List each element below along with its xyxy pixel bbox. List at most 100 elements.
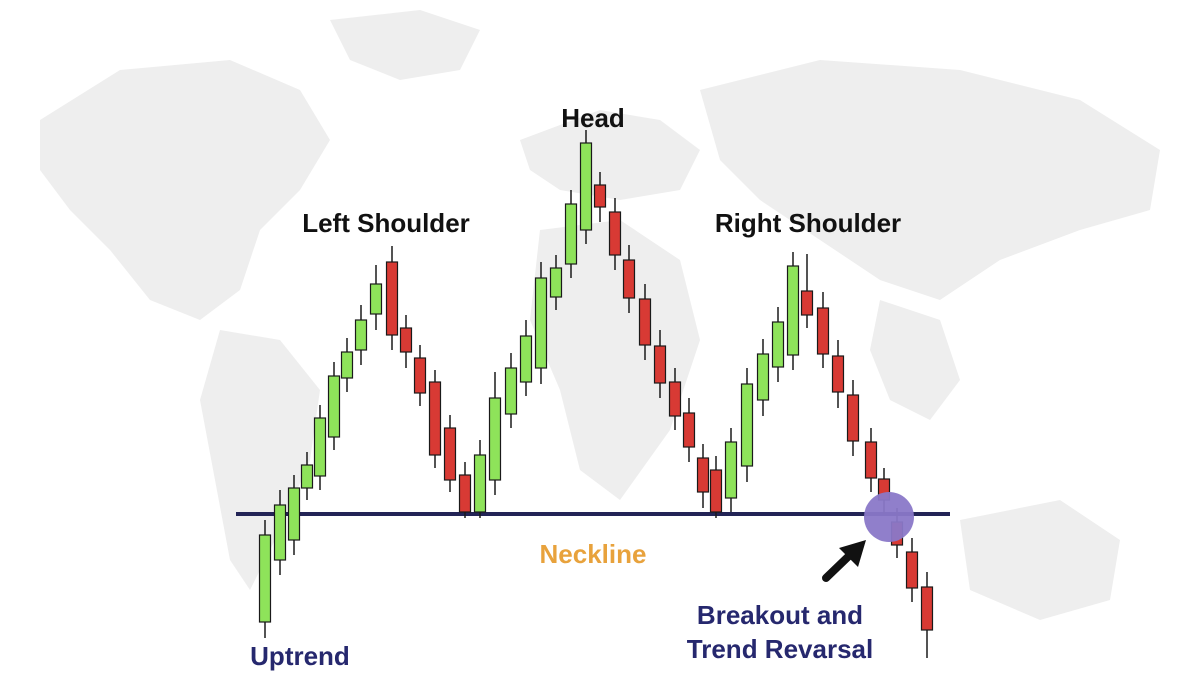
head-label: Head	[561, 103, 625, 133]
candles-group	[258, 130, 934, 658]
candle-body	[428, 381, 442, 456]
candle-body	[724, 441, 738, 499]
candle-body	[488, 397, 502, 481]
bullish-candle	[771, 307, 785, 382]
candle-body	[593, 184, 607, 208]
bullish-candle	[740, 368, 754, 482]
bearish-candle	[920, 572, 934, 658]
candle-body	[771, 321, 785, 368]
candle-body	[258, 534, 272, 623]
candle-body	[273, 504, 287, 561]
candle-body	[354, 319, 368, 351]
candle-body	[549, 267, 563, 298]
bearish-candle	[653, 330, 667, 398]
breakout-marker	[864, 492, 914, 542]
candle-body	[816, 307, 830, 355]
bearish-candle	[864, 428, 878, 492]
candle-body	[313, 417, 327, 477]
bullish-candle	[287, 475, 301, 555]
breakout-label-line1: Breakout and	[697, 600, 863, 630]
candle-body	[786, 265, 800, 356]
uptrend-label: Uptrend	[250, 641, 350, 671]
bullish-candle	[473, 440, 487, 518]
bearish-candle	[638, 284, 652, 360]
candle-body	[696, 457, 710, 493]
world-map-background	[40, 10, 1160, 620]
candle-body	[327, 375, 341, 438]
candle-body	[519, 335, 533, 383]
bullish-candle	[519, 320, 533, 396]
candle-body	[385, 261, 399, 336]
bullish-candle	[534, 262, 548, 384]
right-shoulder-label: Right Shoulder	[715, 208, 901, 238]
bearish-candle	[399, 315, 413, 368]
bullish-candle	[549, 255, 563, 310]
bearish-candle	[385, 246, 399, 350]
bearish-candle	[668, 368, 682, 430]
bullish-candle	[488, 372, 502, 495]
candle-body	[740, 383, 754, 467]
candle-body	[653, 345, 667, 384]
breakout-label-line2: Trend Revarsal	[687, 634, 873, 664]
bullish-candle	[340, 338, 354, 392]
candle-body	[399, 327, 413, 353]
bearish-candle	[428, 370, 442, 468]
bearish-candle	[413, 345, 427, 406]
bullish-candle	[579, 130, 593, 244]
candle-body	[287, 487, 301, 541]
bullish-candle	[258, 520, 272, 638]
candle-body	[608, 211, 622, 256]
candle-body	[638, 298, 652, 346]
bearish-candle	[905, 538, 919, 602]
bullish-candle	[786, 252, 800, 370]
candle-body	[756, 353, 770, 401]
bullish-candle	[313, 405, 327, 490]
bullish-candle	[369, 265, 383, 330]
bearish-candle	[816, 292, 830, 368]
bearish-candle	[846, 380, 860, 456]
bullish-candle	[354, 305, 368, 365]
bearish-candle	[831, 340, 845, 408]
candle-body	[340, 351, 354, 379]
bearish-candle	[800, 254, 814, 328]
bullish-candle	[756, 339, 770, 416]
candle-body	[831, 355, 845, 393]
neckline-label: Neckline	[540, 539, 647, 569]
candle-body	[534, 277, 548, 369]
candle-body	[846, 394, 860, 442]
arrow-icon	[822, 540, 866, 582]
candle-body	[864, 441, 878, 479]
candle-body	[300, 464, 314, 489]
candle-body	[668, 381, 682, 417]
bullish-candle	[300, 452, 314, 500]
candle-body	[564, 203, 578, 265]
candle-body	[682, 412, 696, 448]
candle-body	[413, 357, 427, 394]
bullish-candle	[273, 490, 287, 575]
bearish-candle	[622, 245, 636, 313]
bearish-candle	[608, 198, 622, 270]
bearish-candle	[696, 444, 710, 508]
candle-body	[473, 454, 487, 513]
candle-body	[579, 142, 593, 231]
candle-body	[800, 290, 814, 316]
candle-body	[443, 427, 457, 481]
bearish-candle	[682, 398, 696, 462]
candle-body	[458, 474, 472, 513]
bearish-candle	[458, 462, 472, 518]
candle-body	[905, 551, 919, 589]
bullish-candle	[504, 353, 518, 428]
bullish-candle	[564, 190, 578, 278]
candle-body	[369, 283, 383, 315]
bullish-candle	[724, 428, 738, 512]
bearish-candle	[443, 415, 457, 492]
candle-body	[622, 259, 636, 299]
left-shoulder-label: Left Shoulder	[302, 208, 470, 238]
bearish-candle	[709, 456, 723, 518]
candle-body	[709, 469, 723, 513]
bullish-candle	[327, 362, 341, 450]
bearish-candle	[593, 172, 607, 222]
candle-body	[920, 586, 934, 631]
